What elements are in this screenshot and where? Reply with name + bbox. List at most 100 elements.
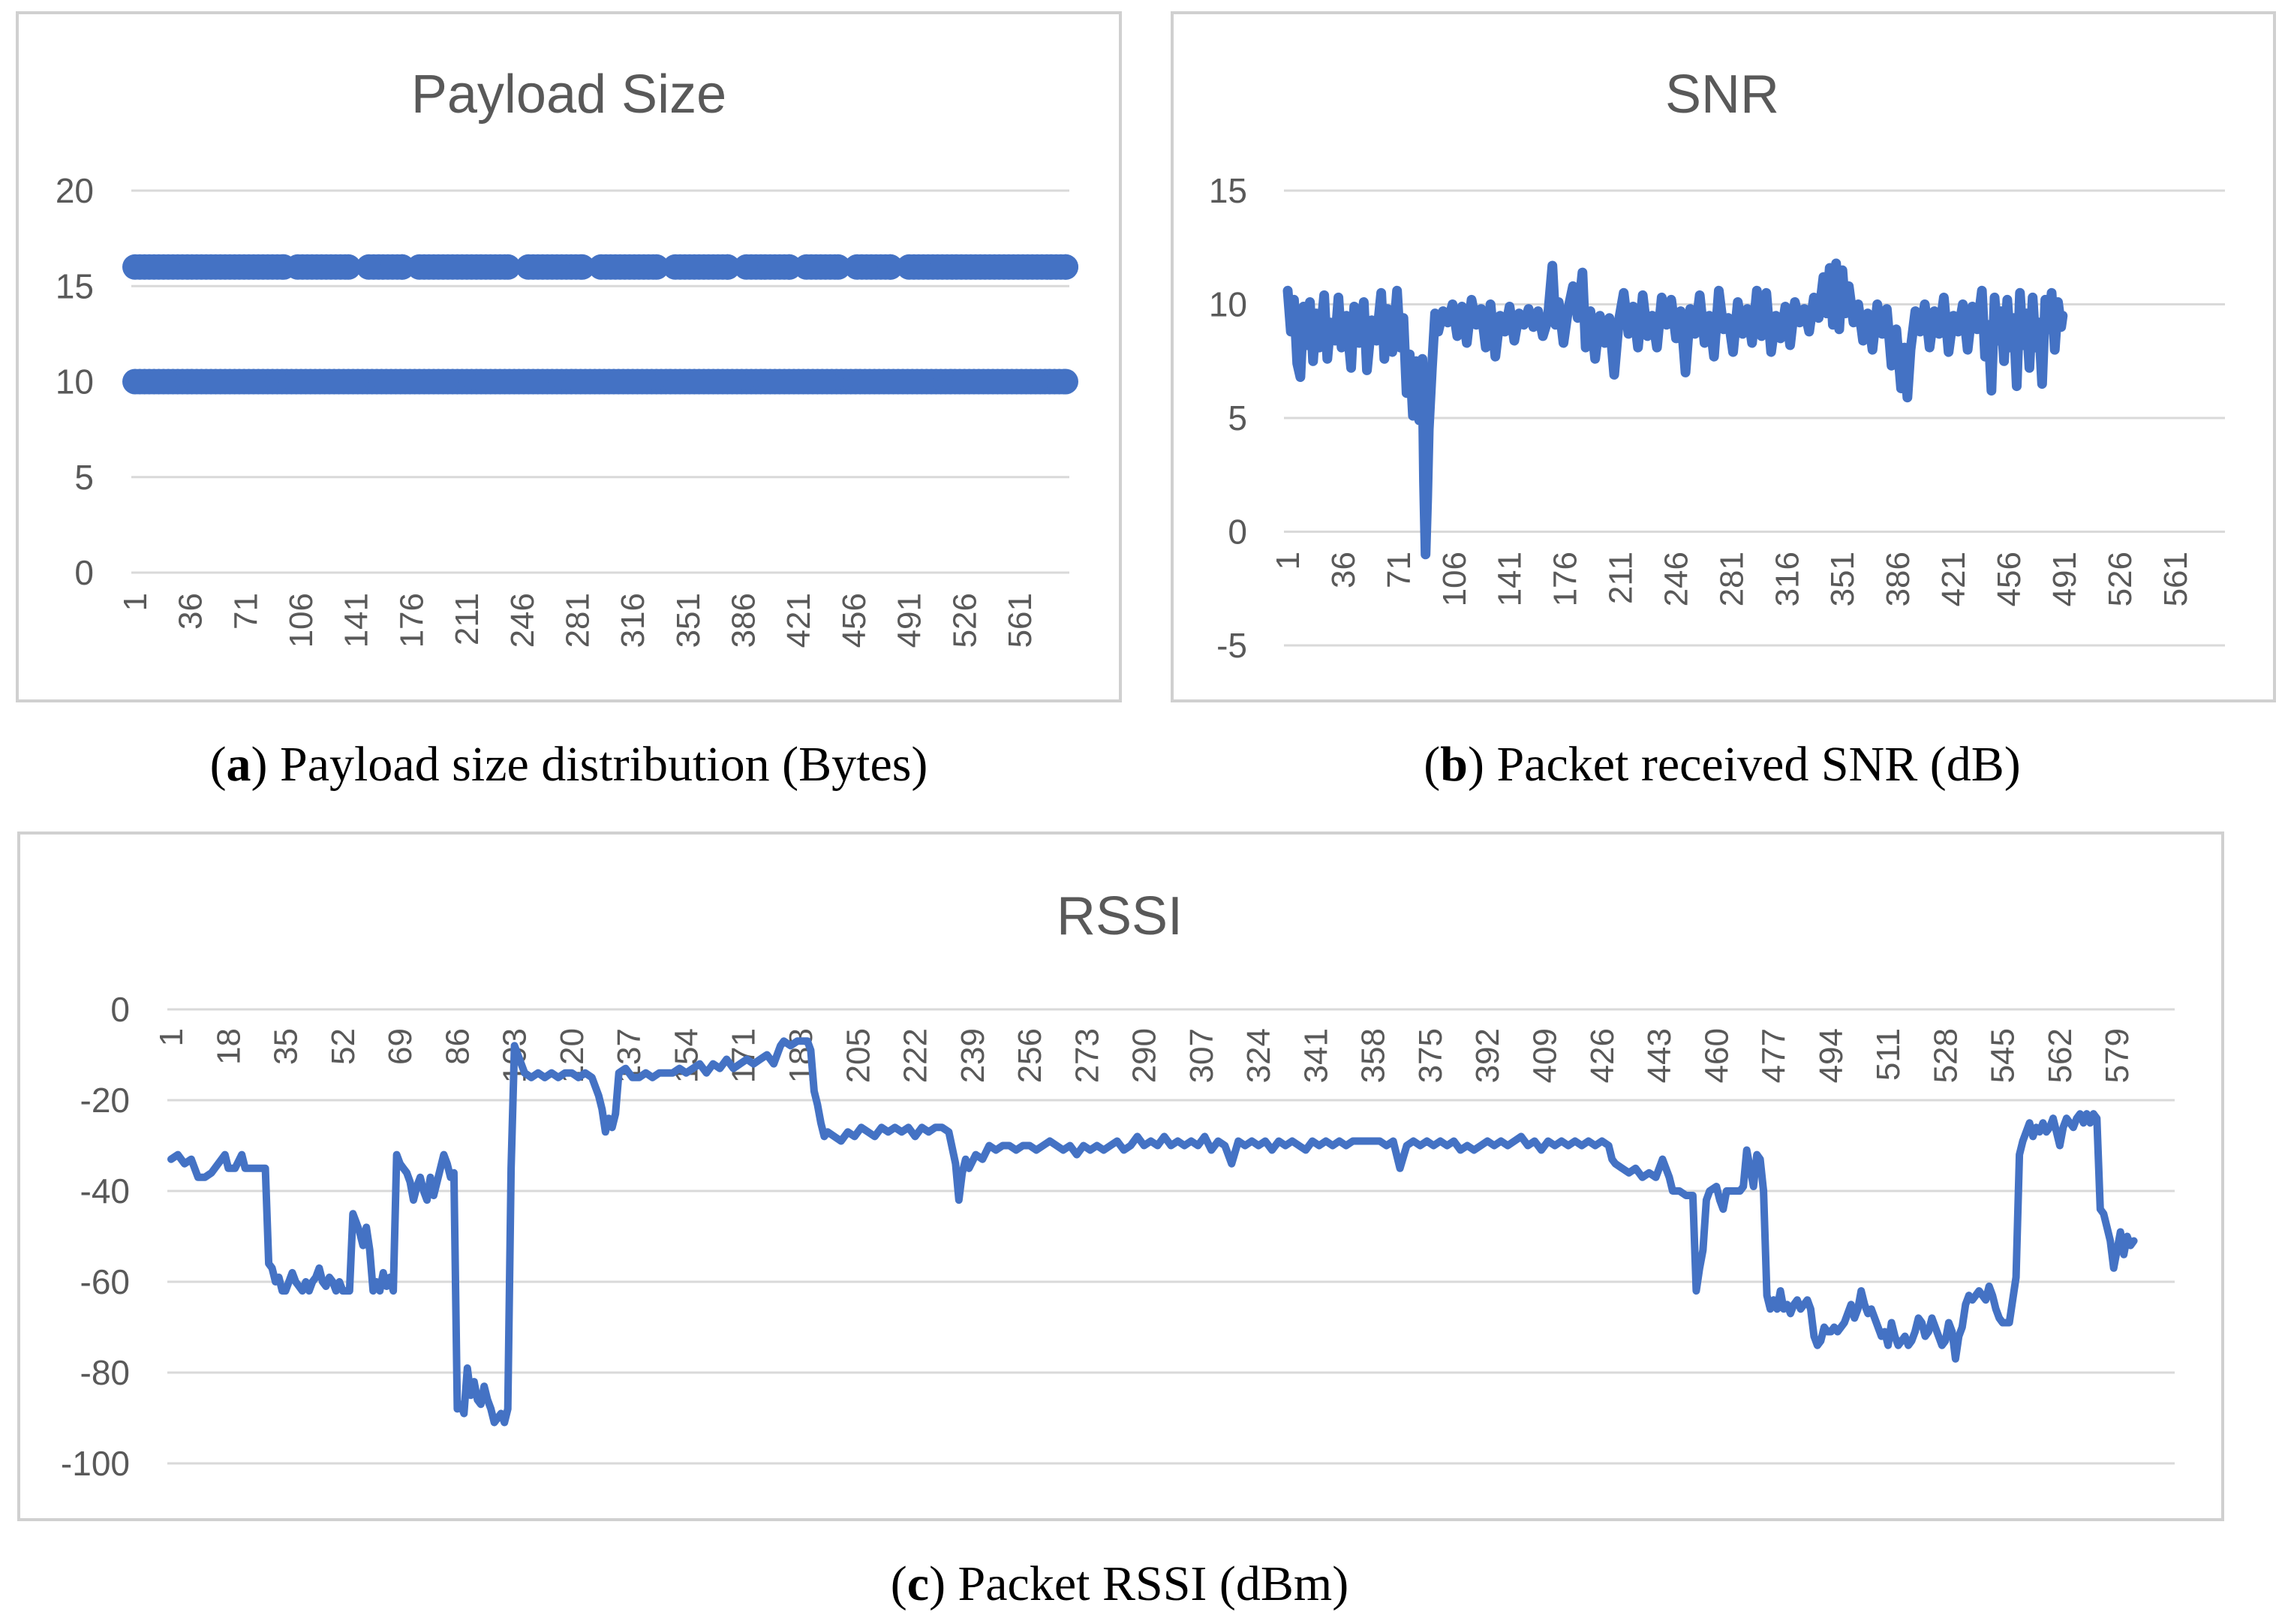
rssi-caption-label: c	[907, 1556, 929, 1611]
rssi-x-tick-label: 460	[1698, 1028, 1735, 1083]
payload-point	[569, 254, 595, 280]
snr-x-tick-label: 386	[1880, 552, 1917, 606]
payload-y-tick-label: 5	[74, 458, 94, 497]
snr-chart-caption: (b) Packet received SNR (dB)	[1424, 737, 2020, 792]
payload-point	[1053, 368, 1078, 395]
payload-x-tick-label: 106	[283, 593, 320, 648]
snr-x-tick-label: 71	[1381, 552, 1418, 588]
rssi-x-tick-label: 545	[1985, 1028, 2022, 1083]
payload-x-tick-label: 176	[393, 593, 430, 648]
snr-x-tick-label: 176	[1547, 552, 1584, 606]
snr-x-tick-label: 456	[1991, 552, 2028, 606]
payload-point	[1053, 254, 1078, 280]
payload-y-tick-label: 10	[56, 362, 94, 401]
snr-chart-plot: -5 0 5 10 15 1 36 71 106 141 176 211 246 281 316 351 386…	[1209, 171, 2225, 665]
rssi-x-tick-label: 52	[325, 1028, 362, 1065]
snr-y-tick-label: -5	[1216, 626, 1247, 665]
rssi-y-tick-label: 0	[110, 990, 130, 1029]
rssi-x-tick-label: 477	[1756, 1028, 1793, 1083]
rssi-x-tick-label: 358	[1355, 1028, 1392, 1083]
rssi-x-tick-label: 86	[439, 1028, 476, 1065]
snr-x-tick-label: 526	[2102, 552, 2139, 606]
payload-chart-frame	[16, 11, 1122, 702]
snr-y-tick-label: 15	[1209, 171, 1247, 210]
rssi-x-tick-label: 494	[1813, 1028, 1850, 1083]
payload-y-tick-label: 20	[56, 171, 94, 210]
snr-y-tick-label: 10	[1209, 285, 1247, 324]
snr-x-tick-label: 36	[1325, 552, 1362, 588]
rssi-x-tick-label: 35	[268, 1028, 305, 1065]
snr-x-tick-label: 281	[1713, 552, 1750, 606]
payload-point	[335, 254, 362, 280]
rssi-x-tick-label: 511	[1870, 1028, 1907, 1081]
rssi-x-tick-label: 426	[1584, 1028, 1621, 1083]
rssi-x-tick-label: 239	[955, 1028, 991, 1083]
payload-y-tick-label: 15	[56, 266, 94, 305]
payload-x-tick-label: 456	[836, 593, 873, 648]
rssi-x-tick-label: 324	[1240, 1028, 1277, 1083]
snr-x-tick-label: 141	[1492, 552, 1529, 606]
payload-x-tick-label: 246	[504, 593, 541, 648]
payload-x-tick-label: 526	[946, 593, 983, 648]
payload-x-tick-label: 316	[615, 593, 651, 648]
rssi-x-tick-label: 69	[382, 1028, 419, 1065]
payload-chart-caption: (a) Payload size distribution (Bytes)	[210, 737, 928, 792]
snr-x-tick-label: 246	[1658, 552, 1694, 606]
snr-y-tick-label: 0	[1228, 513, 1247, 552]
snr-caption-label: b	[1440, 737, 1468, 792]
rssi-x-tick-label: 256	[1012, 1028, 1048, 1083]
snr-x-tick-label: 106	[1436, 552, 1473, 606]
snr-x-tick-label: 351	[1824, 552, 1861, 606]
payload-chart-title: Payload Size	[411, 65, 726, 125]
payload-caption-label: a	[227, 737, 251, 792]
payload-caption-text: Payload size distribution (Bytes)	[280, 737, 928, 792]
rssi-chart-frame	[17, 832, 2224, 1521]
rssi-x-tick-label: 222	[897, 1028, 934, 1083]
payload-x-tick-label: 71	[227, 593, 264, 630]
snr-x-tick-label: 316	[1769, 552, 1805, 606]
payload-y-tick-label: 0	[74, 553, 94, 592]
rssi-series-line	[167, 1037, 2138, 1427]
rssi-x-tick-label: 409	[1527, 1028, 1564, 1083]
snr-y-tick-label: 5	[1228, 398, 1247, 438]
rssi-chart-title: RSSI	[1057, 886, 1183, 946]
rssi-x-tick-label: 290	[1126, 1028, 1163, 1083]
rssi-x-tick-label: 307	[1183, 1028, 1220, 1083]
payload-x-tick-label: 386	[726, 593, 762, 648]
payload-point	[825, 254, 851, 280]
payload-x-tick-label: 351	[670, 593, 707, 648]
payload-point	[495, 254, 521, 280]
rssi-x-tick-label: 273	[1069, 1028, 1105, 1083]
snr-x-tick-label: 1	[1270, 552, 1306, 570]
rssi-x-tick-label: 171	[726, 1028, 762, 1083]
rssi-caption-text: Packet RSSI (dBm)	[958, 1556, 1349, 1611]
snr-x-tick-label: 421	[1935, 552, 1972, 606]
rssi-y-tick-label: -60	[80, 1262, 130, 1301]
snr-caption-text: Packet received SNR (dB)	[1496, 737, 2020, 792]
rssi-chart-caption: (c) Packet RSSI (dBm)	[891, 1556, 1348, 1611]
rssi-x-tick-label: 392	[1469, 1028, 1506, 1083]
rssi-x-tick-label: 562	[2042, 1028, 2079, 1083]
payload-x-tick-label: 421	[780, 593, 817, 648]
rssi-x-tick-label: 205	[840, 1028, 876, 1083]
rssi-y-tick-label: -40	[80, 1171, 130, 1210]
payload-x-tick-label: 281	[559, 593, 596, 648]
payload-x-tick-label: 491	[891, 593, 928, 648]
rssi-x-tick-label: 341	[1297, 1028, 1334, 1083]
rssi-y-tick-label: -80	[80, 1353, 130, 1392]
payload-x-tick-label: 211	[449, 593, 486, 645]
rssi-y-tick-label: -20	[80, 1081, 130, 1120]
rssi-x-tick-label: 579	[2099, 1028, 2136, 1083]
snr-x-tick-label: 211	[1603, 552, 1640, 604]
rssi-x-tick-label: 375	[1412, 1028, 1449, 1083]
snr-x-tick-label: 491	[2046, 552, 2083, 606]
snr-chart-title: SNR	[1665, 65, 1779, 125]
payload-point	[643, 254, 669, 280]
payload-chart-plot: 0 5 10 15 20 1 36 71 106 141 176 211 246 281 316 351 386…	[56, 171, 1078, 648]
payload-x-tick-label: 561	[1002, 593, 1039, 648]
snr-x-tick-label: 561	[2157, 552, 2194, 606]
payload-point	[714, 254, 741, 280]
payload-point	[877, 254, 903, 280]
